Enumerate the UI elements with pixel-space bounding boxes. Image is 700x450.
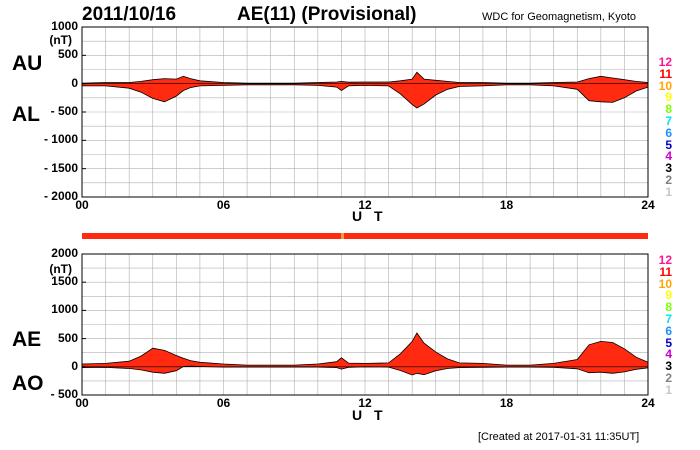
y-tick-label: 0 (71, 358, 78, 373)
y-tick-label: 1000 (51, 19, 78, 33)
level-scale-item: 9 (665, 90, 672, 105)
level-scale-item: 12 (658, 55, 672, 69)
level-scale-item: 7 (665, 312, 672, 326)
level-scale-item: 3 (665, 359, 672, 374)
y-tick-label: - 1500 (43, 160, 78, 175)
source-label: WDC for Geomagnetism, Kyoto (482, 11, 637, 23)
level-scale-item: 4 (665, 347, 672, 362)
band-fill (82, 333, 648, 375)
series-line-al (82, 84, 649, 109)
level-scale-item: 2 (665, 173, 672, 187)
level-scale-item: 9 (665, 288, 672, 303)
x-tick-label: 00 (75, 198, 89, 212)
y-tick-label: 1000 (51, 302, 78, 317)
y-tick-label: 1500 (51, 274, 78, 289)
level-scale-item: 1 (665, 184, 672, 199)
au-label: AU (12, 52, 43, 75)
level-scale-item: 12 (658, 253, 672, 267)
y-tick-label: - 1000 (43, 132, 78, 147)
y-tick-label: - 2000 (43, 189, 78, 203)
storm-status-gap (341, 233, 344, 239)
x-tick-label: 18 (499, 396, 514, 410)
x-axis-label-lower: U T (352, 407, 387, 423)
level-scale-item: 3 (665, 161, 672, 176)
x-tick-label: 24 (641, 396, 655, 410)
level-scale-item: 4 (665, 149, 672, 164)
x-tick-label: 06 (216, 198, 231, 212)
x-tick-label: 18 (499, 198, 514, 212)
level-scale-item: 10 (658, 78, 672, 93)
y-tick-label: 500 (57, 330, 78, 345)
level-scale-item: 6 (665, 323, 672, 338)
al-label: AL (12, 103, 40, 126)
ae-label: AE (12, 328, 42, 351)
level-scale-item: 8 (665, 300, 672, 315)
y-tick-label: 2000 (51, 246, 78, 260)
x-tick-label: 00 (75, 396, 89, 410)
created-timestamp: [Created at 2017-01-31 11:35UT] (478, 431, 640, 443)
ao-label: AO (12, 372, 44, 395)
x-tick-label: 12 (358, 396, 372, 410)
level-scale-item: 6 (665, 125, 672, 140)
series-line-au (81, 71, 649, 84)
level-scale-item: 11 (659, 66, 672, 81)
series-line-ae (81, 332, 649, 366)
date-label: 2011/10/16 (82, 4, 177, 25)
storm-status-bar (82, 233, 648, 239)
unit-label-upper: (nT) (49, 33, 72, 47)
x-axis-label-upper: U T (352, 208, 387, 224)
level-scale-item: 5 (665, 137, 672, 152)
level-scale-item: 1 (665, 382, 672, 397)
level-scale-item: 8 (665, 102, 672, 117)
y-tick-label: 0 (71, 75, 78, 90)
level-scale-item: 2 (665, 371, 672, 385)
x-tick-label: 12 (358, 198, 372, 212)
level-scale-item: 5 (665, 335, 672, 350)
unit-label-lower: (nT) (49, 262, 72, 276)
level-scale-item: 7 (665, 114, 672, 128)
y-tick-label: - 500 (50, 387, 78, 401)
level-scale-item: 11 (659, 264, 672, 279)
y-tick-label: 500 (57, 47, 78, 62)
plot-frame (81, 253, 649, 396)
x-tick-label: 24 (641, 198, 655, 212)
x-tick-label: 06 (216, 396, 231, 410)
chart-title: AE(11) (Provisional) (237, 4, 417, 25)
y-tick-label: - 500 (50, 104, 78, 118)
level-scale-item: 10 (658, 276, 672, 291)
